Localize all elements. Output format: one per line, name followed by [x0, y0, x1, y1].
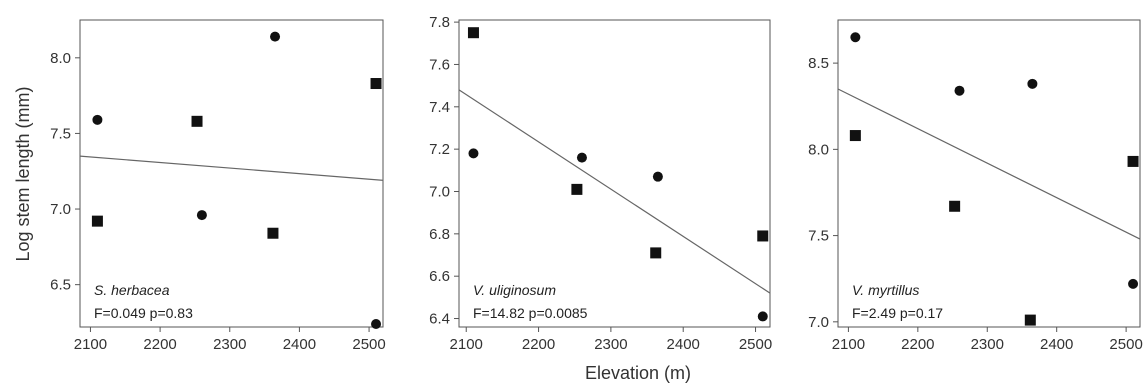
x-tick-label: 2400: [667, 336, 700, 353]
panels: 2100 2200 2300 2400 2500 6.5 7.0 7.5 8.0 S. herba…: [50, 14, 1143, 353]
x-tick-label: 2500: [352, 336, 385, 353]
data-point-circle: [196, 210, 207, 221]
stats-label: F=2.49 p=0.17: [852, 305, 943, 321]
x-tick-label: 2200: [901, 336, 934, 353]
data-point-circle: [850, 32, 861, 43]
x-tick-label: 2400: [283, 336, 316, 353]
x-tick-label: 2300: [213, 336, 246, 353]
y-tick-label: 7.0: [808, 314, 829, 331]
regression-line: [458, 89, 771, 294]
data-point-square: [949, 200, 961, 212]
data-point-circle: [1128, 278, 1139, 289]
x-tick-label: 2300: [594, 336, 627, 353]
data-point-square: [467, 27, 479, 39]
y-tick-label: 7.0: [50, 201, 71, 218]
plot-frame: [837, 19, 1141, 328]
data-point-square: [91, 215, 103, 227]
data-point-square: [757, 230, 769, 242]
data-point-circle: [92, 114, 103, 125]
data-point-circle: [270, 31, 281, 42]
y-tick-label: 7.5: [808, 228, 829, 245]
data-point-circle: [652, 171, 663, 182]
y-tick-label: 8.5: [808, 55, 829, 72]
x-tick-label: 2300: [971, 336, 1004, 353]
x-tick-label: 2100: [450, 336, 483, 353]
regression-line: [837, 88, 1141, 240]
x-tick-label: 2500: [1109, 336, 1142, 353]
y-tick-label: 6.5: [50, 277, 71, 294]
x-tick-label: 2200: [143, 336, 176, 353]
x-tick-label: 2400: [1040, 336, 1073, 353]
y-tick-label: 8.0: [808, 141, 829, 158]
y-axis-title: Log stem length (mm): [13, 86, 33, 261]
data-point-circle: [954, 85, 965, 96]
species-label: S. herbacea: [94, 282, 170, 298]
data-point-circle: [576, 152, 587, 163]
y-tick-label: 6.8: [429, 226, 450, 243]
plot-frame: [79, 19, 384, 328]
data-point-square: [849, 130, 861, 142]
panel-3: 2100 2200 2300 2400 2500 7.0 7.5 8.0 8.5 V. myrti…: [808, 19, 1143, 353]
plot-frame: [458, 19, 771, 328]
data-point-circle: [468, 148, 479, 159]
y-tick-label: 7.6: [429, 56, 450, 73]
stats-label: F=0.049 p=0.83: [94, 305, 193, 321]
y-tick-label: 6.6: [429, 268, 450, 285]
y-tick-label: 8.0: [50, 50, 71, 67]
data-point-circle: [757, 311, 768, 322]
y-tick-label: 7.2: [429, 141, 450, 158]
data-point-square: [267, 227, 279, 239]
species-label: V. uliginosum: [473, 282, 556, 298]
y-tick-label: 7.8: [429, 14, 450, 31]
y-tick-label: 7.0: [429, 183, 450, 200]
species-label: V. myrtillus: [852, 282, 919, 298]
data-point-square: [1024, 314, 1036, 326]
x-tick-label: 2500: [739, 336, 772, 353]
regression-line: [79, 155, 384, 181]
panel-1: 2100 2200 2300 2400 2500 6.5 7.0 7.5 8.0 S. herba…: [50, 19, 386, 353]
data-point-square: [1127, 155, 1139, 167]
data-point-circle: [371, 318, 382, 329]
x-tick-label: 2200: [522, 336, 555, 353]
x-tick-label: 2100: [74, 336, 107, 353]
stats-label: F=14.82 p=0.0085: [473, 305, 588, 321]
x-tick-label: 2100: [832, 336, 865, 353]
x-axis-title: Elevation (m): [585, 363, 691, 383]
y-tick-label: 6.4: [429, 311, 450, 328]
panel-2: 2100 2200 2300 2400 2500 6.4 6.6 6.8 7.0 7.2 7.4 7.…: [429, 14, 772, 353]
data-point-square: [370, 78, 382, 90]
data-point-square: [571, 183, 583, 195]
data-point-circle: [1027, 78, 1038, 89]
y-tick-label: 7.4: [429, 99, 450, 116]
y-tick-label: 7.5: [50, 125, 71, 142]
data-point-square: [650, 247, 662, 259]
data-point-square: [191, 115, 203, 127]
